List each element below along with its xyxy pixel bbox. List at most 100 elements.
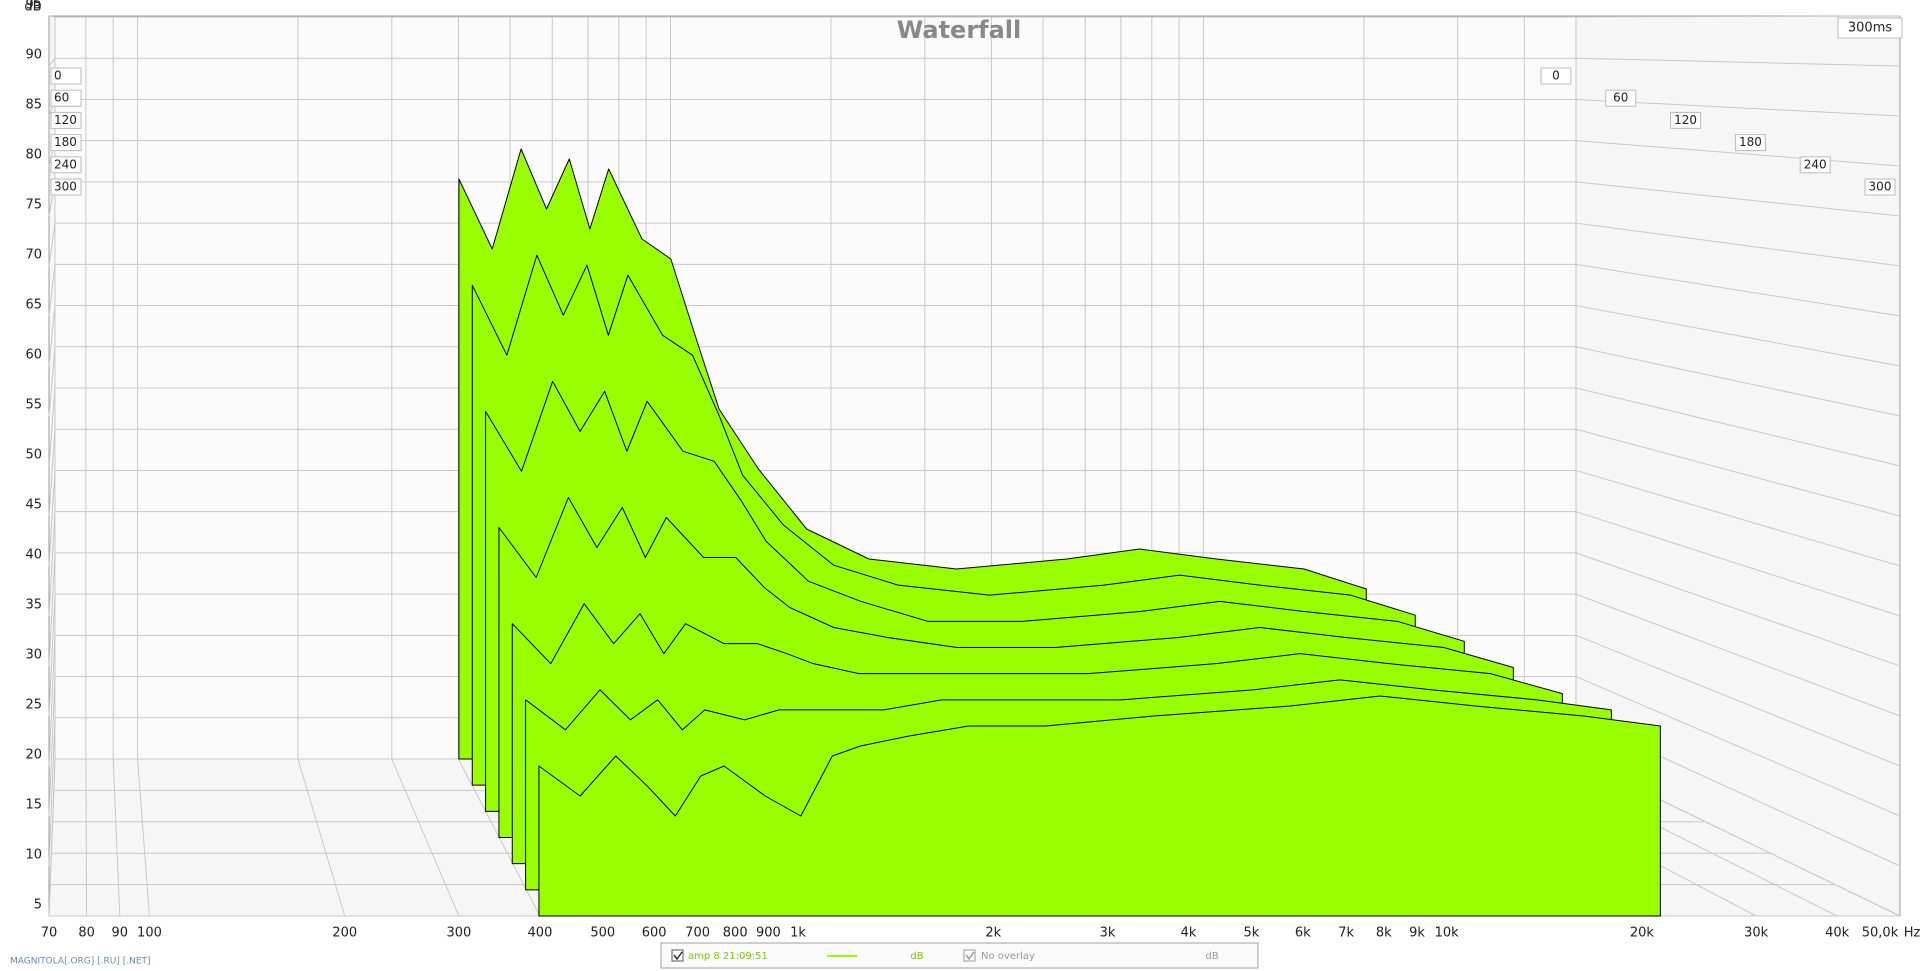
time-tick-box [1670,111,1702,129]
grid-line [1575,428,1901,517]
y-tick-label: 10 [25,848,42,863]
checkbox[interactable] [963,949,976,962]
grid-line [1575,140,1901,167]
waterfall-slice [538,695,1661,917]
x-tick-label: 5k [1244,926,1260,941]
x-tick-label: 6k [1295,926,1311,941]
legend-box [660,942,1259,969]
time-tick-box [50,156,82,174]
grid-line [1575,469,1901,567]
grid-line [85,758,88,917]
y-tick-label: 60 [25,348,42,363]
x-tick-label: 9k [1409,926,1425,941]
grid-line [297,758,346,917]
check-mark [673,951,683,961]
x-tick-label: 2k [985,926,1001,941]
labels: 70 80 90 100 200 300 400 500 600 700 800 900 1k 2k 3k 4… [25,0,1898,941]
grid-line [1575,387,1901,467]
x-tick-label: 70 [41,926,58,941]
time-tick-label: 180 [54,135,77,149]
legend-unit: dB [910,951,923,962]
y-tick-label: 95 [25,0,42,13]
x-tick-label: 400 [528,926,553,941]
grid-line [1575,593,1901,717]
grid-line [48,676,56,817]
y-tick-label: 55 [25,398,42,413]
grid-line [1575,511,1901,617]
time-tick-box [50,134,82,152]
x-tick-label: 80 [78,926,95,941]
grid-line [1575,676,1901,817]
y-tick-label: 20 [25,748,42,763]
time-tick-box [50,111,82,129]
y-tick-label: 15 [25,798,42,813]
grid-line [48,511,56,617]
watermark: MAGNITOLA[.ORG] [.RU] [.NET] [10,957,151,967]
checkbox[interactable] [671,949,684,962]
legend-overlay: No overlay [981,951,1035,962]
grid-line [1575,346,1901,417]
y-tick-label: 65 [25,298,42,313]
grid-line [48,758,56,917]
chart-title: Waterfall [897,16,1022,44]
x-tick-label: 500 [590,926,615,941]
grid-line [137,758,150,917]
grid-line [48,387,56,467]
x-tick-label: 200 [332,926,357,941]
x-tick-label: 7k [1338,926,1354,941]
time-tick-label: 180 [1739,135,1762,149]
time-tick-label: 240 [54,157,77,171]
time-tick-box [1799,156,1831,174]
grid-line [48,429,56,517]
time-tick-box [1605,89,1637,107]
time-tick-label: 300 [1869,180,1892,194]
y-tick-label: 90 [25,48,42,63]
y-tick-label: 70 [25,248,42,263]
time-tick-label: 0 [1552,69,1560,83]
y-tick-label: 30 [25,648,42,663]
time-tick-label: 120 [1674,113,1697,127]
time-unit-box [1837,17,1903,39]
grid-line [48,346,56,417]
x-tick-label: 8k [1376,926,1392,941]
y-tick-label: 85 [25,98,42,113]
time-tick-label: 0 [54,69,62,83]
y-tick-label: 5 [34,898,42,913]
legend-measurement: amp 8 21:09:51 [688,951,768,962]
y-axis-label: dB [24,0,41,15]
time-tick-label: 60 [54,91,69,105]
grid-line [48,635,56,767]
grid-line [1575,552,1901,667]
grid-line [1575,222,1901,267]
x-tick-label: 700 [685,926,710,941]
x-tick-label: 4k [1181,926,1197,941]
x-tick-label: 90 [112,926,129,941]
check-mark [965,951,975,961]
time-tick-box [50,178,82,196]
x-tick-label: 1k [790,926,806,941]
grid-line [48,264,56,317]
y-tick-label: 45 [25,498,42,513]
legend: amp 8 21:09:51 dB No overlay dB [660,942,1259,969]
grid-line [48,552,56,667]
x-tick-label: 10k [1435,926,1460,941]
y-tick-label: 50 [25,448,42,463]
legend-overlay-unit: dB [1205,951,1218,962]
y-tick-label: 80 [25,148,42,163]
grid-line [1575,181,1901,217]
time-tick-label: 300 [54,180,77,194]
grid-line [1575,263,1901,317]
grid-line [1575,634,1901,767]
time-tick-box [1864,178,1896,196]
grid-line [112,758,121,917]
x-tick-label: 3k [1100,926,1116,941]
time-tick-box [50,89,82,107]
y-tick-label: 75 [25,198,42,213]
grid-line [48,15,56,18]
y-tick-label: 40 [25,548,42,563]
grid-line [48,717,56,867]
grid-line [391,758,460,917]
time-tick-label: 240 [1804,157,1827,171]
